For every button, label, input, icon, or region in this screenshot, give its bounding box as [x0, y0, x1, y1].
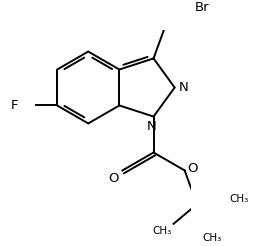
Text: CH₃: CH₃: [228, 194, 247, 204]
Text: O: O: [108, 172, 119, 185]
Text: F: F: [11, 99, 19, 112]
Text: CH₃: CH₃: [202, 233, 221, 243]
Text: N: N: [178, 81, 188, 94]
Text: CH₃: CH₃: [152, 226, 171, 236]
Text: N: N: [146, 121, 156, 134]
Text: Br: Br: [194, 1, 209, 14]
Text: O: O: [186, 162, 197, 175]
